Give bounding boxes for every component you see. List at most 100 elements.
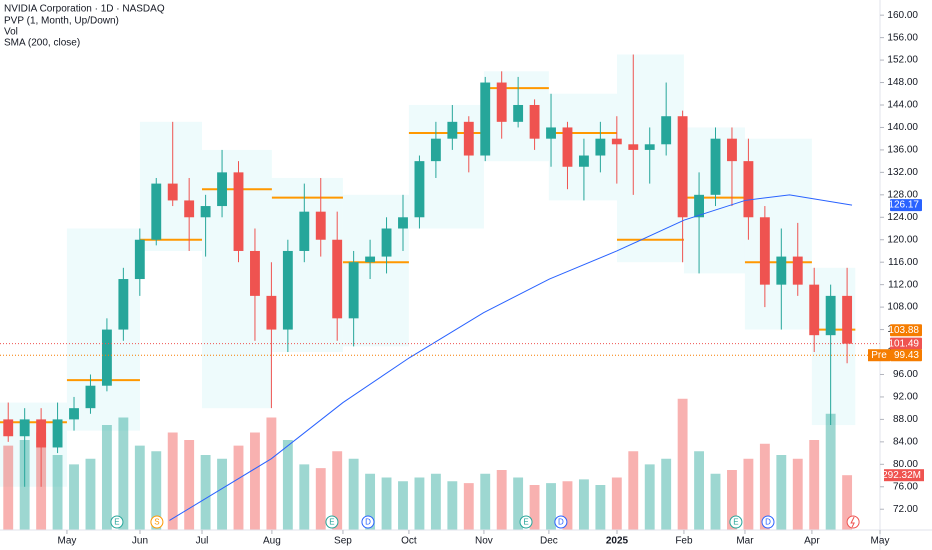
volume-bar [578, 479, 589, 530]
volume-bar [661, 458, 672, 530]
volume-bar [430, 473, 441, 530]
candle-body [578, 155, 589, 167]
y-tick-label: 160.00 [887, 10, 918, 21]
x-tick-label: Aug [263, 536, 281, 547]
volume-bar [332, 451, 343, 530]
candle-body [694, 194, 704, 218]
volume-bar [595, 485, 606, 530]
plot-area [0, 54, 880, 530]
volume-bar [513, 477, 524, 530]
candle-body [628, 144, 639, 150]
candle-body [463, 121, 474, 156]
volume-bar [52, 455, 63, 530]
y-tick-label: 140.00 [887, 122, 918, 133]
volume-bar [414, 477, 425, 530]
volume-bar [562, 481, 573, 530]
candle-body [365, 256, 376, 263]
volume-bar [825, 413, 836, 530]
sma-line [169, 194, 853, 521]
y-tick-label: 88.00 [893, 414, 918, 425]
volume-bar [496, 470, 507, 530]
y-tick-label: 148.00 [887, 77, 918, 88]
volume-bar [710, 473, 721, 530]
y-tick-label: 116.00 [888, 257, 918, 268]
y-tick-label: 92.00 [893, 392, 918, 403]
candle-body [595, 138, 606, 156]
volume-bar [85, 458, 96, 530]
candle-body [759, 217, 770, 285]
y-tick-label: 152.00 [887, 55, 918, 66]
price-tag-label: 99.43 [894, 350, 919, 361]
price-tag-label: 101.49 [888, 338, 919, 349]
candle-body [134, 239, 145, 280]
candle-body [282, 250, 293, 330]
event-marker [110, 515, 124, 529]
price-tag-prefix [868, 349, 890, 362]
x-tick-label: Apr [804, 536, 820, 547]
candle-body [776, 256, 787, 285]
candle-body [727, 138, 737, 162]
volume-bar [134, 445, 145, 530]
event-marker [554, 515, 568, 529]
indicator-label: Vol [4, 27, 18, 38]
candle-body [3, 419, 14, 437]
y-tick-label: 156.00 [887, 32, 918, 43]
x-tick-label: May [871, 536, 890, 547]
candle-body [743, 161, 754, 218]
volume-bar [792, 458, 803, 530]
y-tick-label: 132.00 [887, 167, 918, 178]
volume-bar [250, 432, 260, 530]
candle-body [118, 279, 129, 330]
candle-body [381, 228, 392, 257]
split-icon-bolt [850, 516, 855, 528]
volume-bar [743, 458, 754, 530]
candle-body [85, 385, 96, 409]
candle-body [19, 419, 30, 437]
candle-body [52, 419, 63, 448]
y-tick-label: 112.00 [888, 279, 918, 290]
candle-body [529, 104, 540, 139]
x-tick-label: Nov [475, 536, 493, 547]
candle-body [644, 144, 655, 150]
candle-body [792, 256, 803, 285]
y-tick-label: 120.00 [887, 234, 918, 245]
volume-tag [884, 469, 924, 482]
volume-tag-label: 292.32M [882, 470, 921, 481]
candle-body [217, 172, 227, 207]
indicator-label: SMA (200, close) [4, 38, 80, 49]
volume-bar [101, 425, 112, 530]
candle-body [348, 262, 359, 319]
volume-bar [447, 481, 458, 530]
price-tag-label: 126.17 [888, 200, 919, 211]
candle-body [513, 104, 524, 122]
x-tick-label: Feb [675, 536, 693, 547]
event-label: D [365, 518, 371, 527]
event-label: S [154, 518, 159, 527]
x-tick-label: Jul [196, 536, 209, 547]
x-tick-label: Mar [736, 536, 754, 547]
event-label: E [329, 518, 334, 527]
volume-bar [118, 417, 129, 530]
candle-body [710, 138, 721, 195]
event-label: E [523, 518, 528, 527]
event-label: E [733, 518, 738, 527]
event-label: D [558, 518, 564, 527]
event-marker [761, 515, 775, 529]
candle-body [315, 211, 326, 240]
x-tick-label: Oct [401, 536, 417, 547]
candle-body [825, 295, 836, 336]
y-tick-label: 80.00 [893, 459, 918, 470]
y-tick-label: 124.00 [887, 212, 918, 223]
volume-bar [217, 458, 227, 530]
candle-body [480, 82, 491, 156]
candle-body [233, 172, 244, 251]
candle-body [546, 127, 556, 139]
volume-bar [529, 485, 540, 530]
candle-body [447, 121, 458, 139]
candle-body [200, 206, 211, 218]
candle-body [842, 295, 853, 344]
y-tick-label: 76.00 [893, 481, 918, 492]
volume-bar [315, 468, 326, 530]
candle-body [332, 239, 343, 319]
candle-body [430, 138, 441, 162]
